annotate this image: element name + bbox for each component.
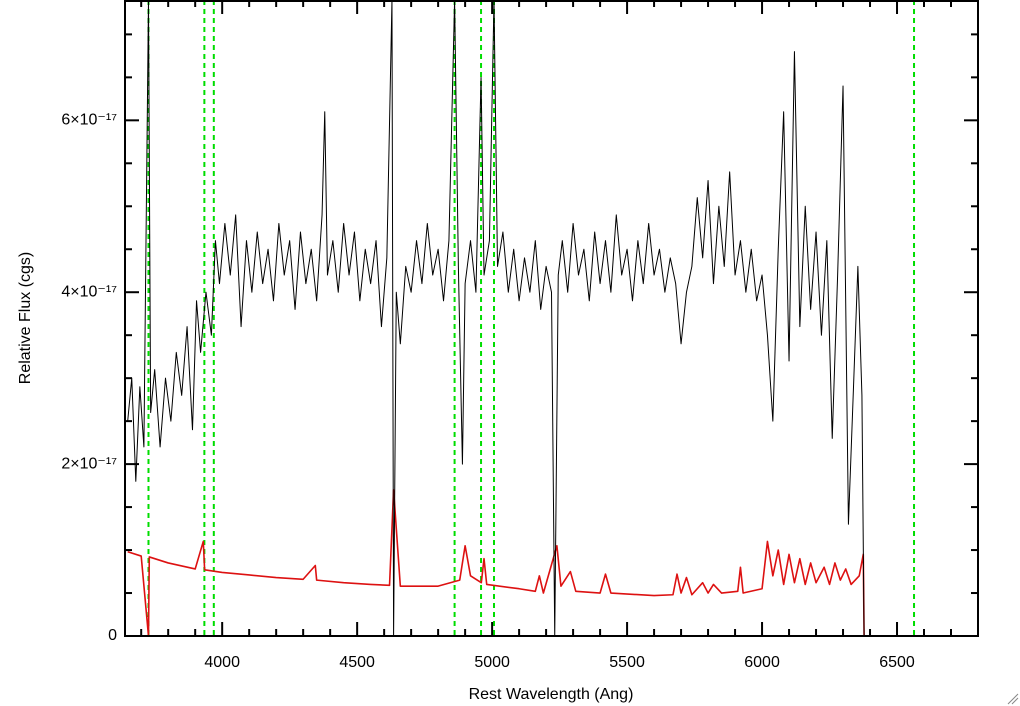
x-tick-label: 6500 — [879, 654, 915, 671]
y-tick-label: 2×10⁻¹⁷ — [61, 455, 117, 472]
plot-area — [127, 0, 978, 636]
y-axis-label: Relative Flux (cgs) — [17, 252, 34, 384]
spectrum-line — [127, 0, 865, 636]
y-tick-label: 0 — [108, 627, 117, 644]
x-tick-label: 5000 — [474, 654, 510, 671]
y-tick-label: 4×10⁻¹⁷ — [61, 283, 117, 300]
x-tick-label: 4500 — [339, 654, 375, 671]
resize-grip — [1007, 693, 1019, 705]
x-tick-label: 6000 — [744, 654, 780, 671]
plot-frame — [124, 0, 979, 637]
x-tick-label: 5500 — [609, 654, 645, 671]
y-tick-label: 6×10⁻¹⁷ — [61, 112, 117, 129]
x-axis-label: Rest Wavelength (Ang) — [469, 686, 634, 703]
x-tick-label: 4000 — [204, 654, 240, 671]
spectrum-line — [127, 489, 978, 636]
